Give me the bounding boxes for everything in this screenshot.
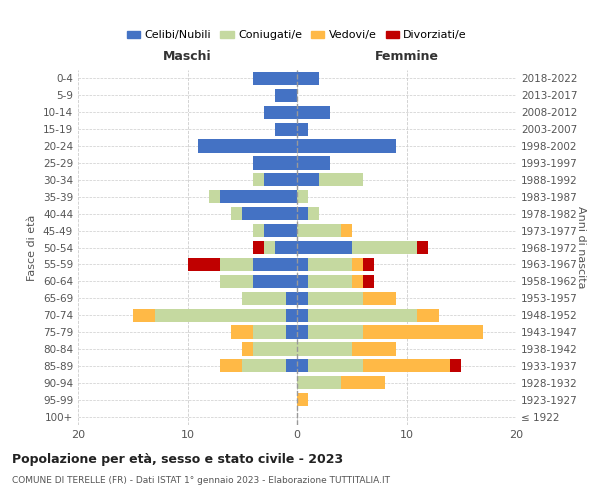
Bar — [253, 326, 286, 338]
Bar — [220, 359, 242, 372]
Text: Popolazione per età, sesso e stato civile - 2023: Popolazione per età, sesso e stato civil… — [12, 452, 343, 466]
Bar — [253, 174, 264, 186]
Bar — [352, 258, 362, 271]
Bar — [253, 156, 297, 170]
Bar — [232, 207, 242, 220]
Bar — [199, 140, 297, 152]
Bar — [362, 359, 450, 372]
Bar — [362, 292, 395, 305]
Bar — [352, 274, 362, 288]
Bar — [297, 326, 308, 338]
Bar — [253, 72, 297, 85]
Bar — [418, 241, 428, 254]
Bar — [308, 258, 352, 271]
Bar — [297, 207, 308, 220]
Bar — [297, 292, 308, 305]
Bar — [450, 359, 461, 372]
Bar — [187, 258, 220, 271]
Bar — [264, 106, 297, 119]
Bar — [362, 326, 483, 338]
Bar — [253, 342, 297, 355]
Bar — [286, 359, 297, 372]
Bar — [297, 224, 341, 237]
Bar — [297, 274, 308, 288]
Bar — [264, 224, 297, 237]
Bar — [297, 72, 319, 85]
Bar — [362, 274, 374, 288]
Bar — [275, 122, 297, 136]
Text: COMUNE DI TERELLE (FR) - Dati ISTAT 1° gennaio 2023 - Elaborazione TUTTITALIA.IT: COMUNE DI TERELLE (FR) - Dati ISTAT 1° g… — [12, 476, 390, 485]
Bar — [209, 190, 220, 203]
Bar — [253, 258, 297, 271]
Bar — [308, 207, 319, 220]
Bar — [264, 241, 275, 254]
Bar — [308, 292, 362, 305]
Bar — [308, 308, 418, 322]
Bar — [418, 308, 439, 322]
Bar — [286, 326, 297, 338]
Bar — [275, 89, 297, 102]
Bar — [220, 258, 253, 271]
Bar — [319, 174, 362, 186]
Bar — [362, 258, 374, 271]
Bar — [297, 106, 330, 119]
Bar — [133, 308, 155, 322]
Bar — [242, 359, 286, 372]
Bar — [253, 224, 264, 237]
Bar — [286, 292, 297, 305]
Bar — [297, 122, 308, 136]
Bar — [341, 376, 385, 390]
Bar — [352, 342, 395, 355]
Y-axis label: Anni di nascita: Anni di nascita — [576, 206, 586, 289]
Bar — [341, 224, 352, 237]
Bar — [220, 190, 297, 203]
Bar — [297, 258, 308, 271]
Bar — [297, 241, 352, 254]
Bar — [297, 342, 352, 355]
Text: Maschi: Maschi — [163, 50, 212, 63]
Bar — [297, 156, 330, 170]
Legend: Celibi/Nubili, Coniugati/e, Vedovi/e, Divorziati/e: Celibi/Nubili, Coniugati/e, Vedovi/e, Di… — [122, 26, 472, 44]
Bar — [297, 359, 308, 372]
Bar — [308, 274, 352, 288]
Bar — [297, 376, 341, 390]
Bar — [297, 393, 308, 406]
Bar — [308, 326, 362, 338]
Bar — [352, 241, 418, 254]
Bar — [242, 292, 286, 305]
Bar — [232, 326, 253, 338]
Bar — [297, 308, 308, 322]
Text: Femmine: Femmine — [374, 50, 439, 63]
Bar — [297, 174, 319, 186]
Bar — [264, 174, 297, 186]
Bar — [242, 207, 297, 220]
Bar — [242, 342, 253, 355]
Bar — [297, 140, 395, 152]
Bar — [308, 359, 362, 372]
Bar — [155, 308, 286, 322]
Bar — [275, 241, 297, 254]
Y-axis label: Fasce di età: Fasce di età — [28, 214, 37, 280]
Bar — [253, 274, 297, 288]
Bar — [220, 274, 253, 288]
Bar — [286, 308, 297, 322]
Bar — [253, 241, 264, 254]
Bar — [297, 190, 308, 203]
